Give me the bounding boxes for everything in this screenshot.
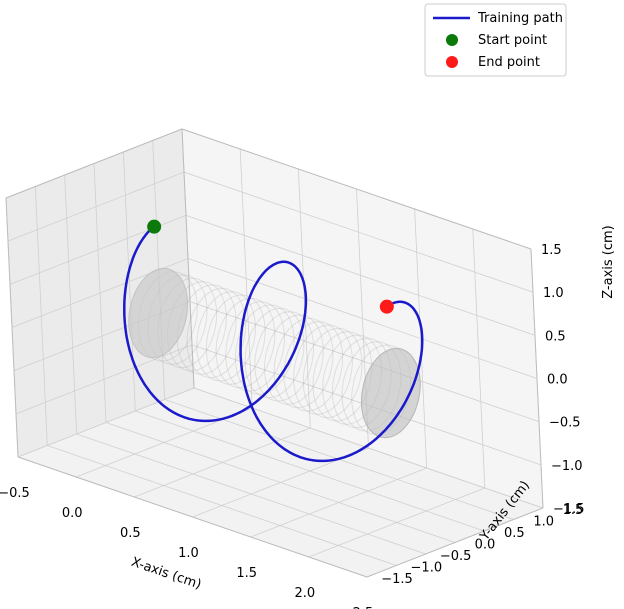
grid-line-z-side (15, 344, 193, 415)
pane-edge (530, 248, 544, 509)
cylinder-ring (293, 324, 353, 415)
grid-line-z-side (7, 171, 185, 242)
legend-end-marker (446, 56, 458, 68)
x-tick-label: 1.5 (236, 566, 257, 581)
cylinder-cap-start (128, 267, 188, 359)
y-tick-label: −1.5 (381, 572, 413, 587)
cylinder-ring (283, 321, 344, 412)
grid-line-z-back (183, 171, 534, 293)
pane-edge (17, 456, 368, 578)
y-tick-label: −1.0 (411, 561, 443, 576)
x-tick-label: 1.0 (178, 546, 199, 561)
cylinder-ring (331, 337, 392, 429)
cylinder-ring (254, 311, 314, 402)
z-tick-label: 0.5 (545, 329, 566, 344)
pane-edge (5, 197, 19, 458)
training-path-line (123, 225, 424, 463)
x-tick-label: −0.5 (0, 486, 30, 501)
y-tick-label: 0.0 (475, 538, 496, 553)
grid-line-y-floor (105, 422, 456, 543)
x-tick-label: 2.0 (294, 586, 315, 601)
cylinder-ring (312, 331, 373, 422)
end-point-marker (379, 299, 394, 314)
cylinder-ring (273, 317, 334, 409)
legend-label-end-point: End point (478, 55, 540, 70)
z-tick-label: 0.0 (547, 373, 568, 388)
pane-edge (181, 128, 532, 250)
legend-box (424, 3, 567, 77)
y-tick-label: 1.5 (563, 503, 584, 518)
cylinder-ring (215, 297, 276, 389)
legend: Training path Start point End point (424, 3, 567, 77)
z-tick-label: −1.5 (553, 502, 585, 517)
pane-edge (5, 128, 183, 199)
cylinder-ring (244, 307, 305, 399)
marker-points (147, 219, 394, 314)
legend-label-start-point: Start point (478, 33, 547, 48)
grid-line-z-back (189, 301, 540, 423)
cylinder-ring (186, 287, 247, 379)
cylinder-ring (351, 344, 411, 435)
cylinder (128, 267, 421, 439)
x-tick-label: 2.5 (353, 606, 374, 609)
y-tick-label: 1.0 (533, 515, 554, 530)
x-tick-label: 0.0 (62, 506, 83, 521)
cylinder-ring (263, 314, 324, 405)
z-tick-label: −0.5 (549, 416, 581, 431)
cylinder-ring (225, 301, 286, 392)
cylinder-cap-end (361, 347, 421, 439)
z-tick-label: 1.0 (543, 286, 564, 301)
z-tick-label: 1.5 (541, 243, 562, 258)
z-tick-label: −1.0 (551, 459, 583, 474)
tick-labels: −0.50.00.51.01.52.02.5−1.5−1.0−0.50.00.5… (0, 243, 585, 609)
cylinder-ring (341, 341, 402, 432)
grid-line-z-back (185, 214, 536, 336)
z-axis-label: Z-axis (cm) (601, 225, 616, 299)
y-tick-label: 0.5 (504, 526, 525, 541)
pane-edge (366, 507, 544, 578)
grid-line-z-back (191, 344, 542, 466)
grid-line-z-back (187, 258, 538, 379)
grid-line-z-side (17, 387, 195, 458)
cylinder-ring (322, 334, 382, 425)
pane-edge (181, 128, 195, 389)
legend-start-marker (446, 34, 458, 46)
start-point-marker (147, 219, 162, 234)
cylinder-ring (302, 327, 363, 419)
legend-label-training-path: Training path (477, 11, 563, 26)
grid-line-y-floor (76, 433, 426, 555)
grid-line-y-floor (47, 445, 397, 566)
x-tick-label: 0.5 (120, 526, 141, 541)
cylinder-ring (235, 304, 295, 395)
grid-line-y-floor (135, 410, 485, 532)
training-path (123, 225, 424, 463)
y-tick-label: −0.5 (440, 549, 472, 564)
